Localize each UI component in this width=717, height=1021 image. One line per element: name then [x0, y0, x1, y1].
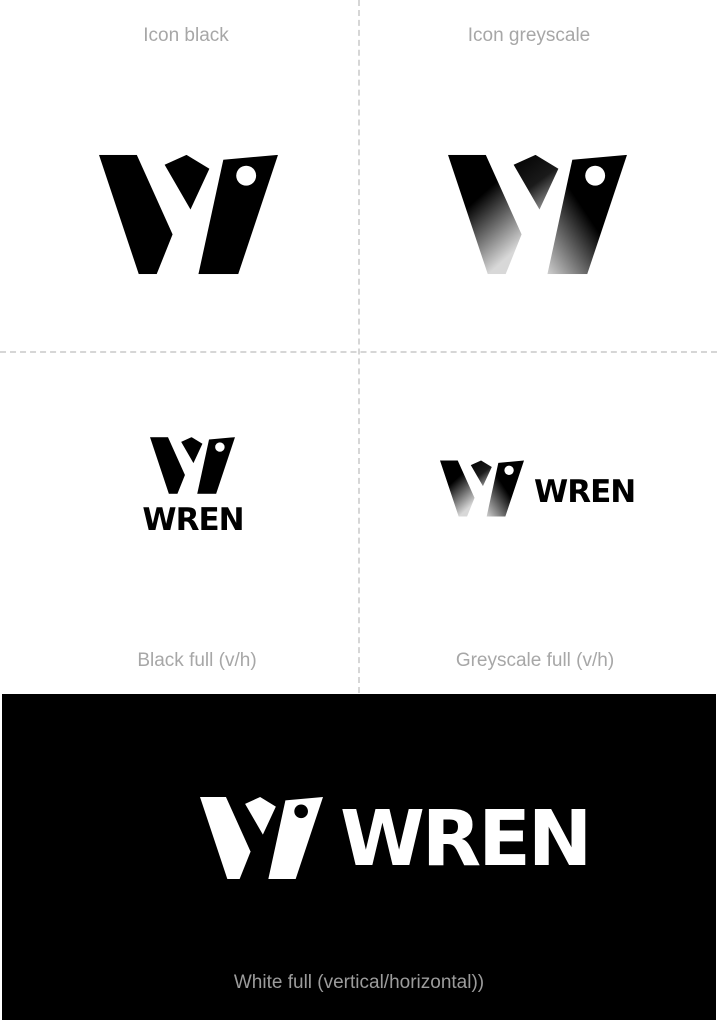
horizontal-divider: [0, 351, 717, 353]
wordmark-white: WREN: [340, 795, 592, 884]
caption-icon-black: Icon black: [143, 25, 229, 46]
caption-white-full: White full (vertical/horizontal)): [233, 972, 485, 993]
wren-icon-white: [200, 796, 323, 880]
caption-icon-greyscale: Icon greyscale: [467, 25, 591, 46]
dark-panel: [2, 694, 716, 1020]
caption-black-full: Black full (v/h): [137, 650, 257, 671]
wordmark-black-vertical: WREN: [142, 502, 244, 538]
wren-icon-black-small: [150, 437, 235, 494]
wren-icon-black: [99, 154, 278, 275]
wren-icon-greyscale-small: [440, 460, 524, 517]
vertical-divider: [358, 0, 360, 693]
wordmark-greyscale-horizontal: WREN: [534, 474, 636, 510]
caption-greyscale-full: Greyscale full (v/h): [455, 650, 615, 671]
wren-icon-greyscale: [448, 154, 627, 275]
